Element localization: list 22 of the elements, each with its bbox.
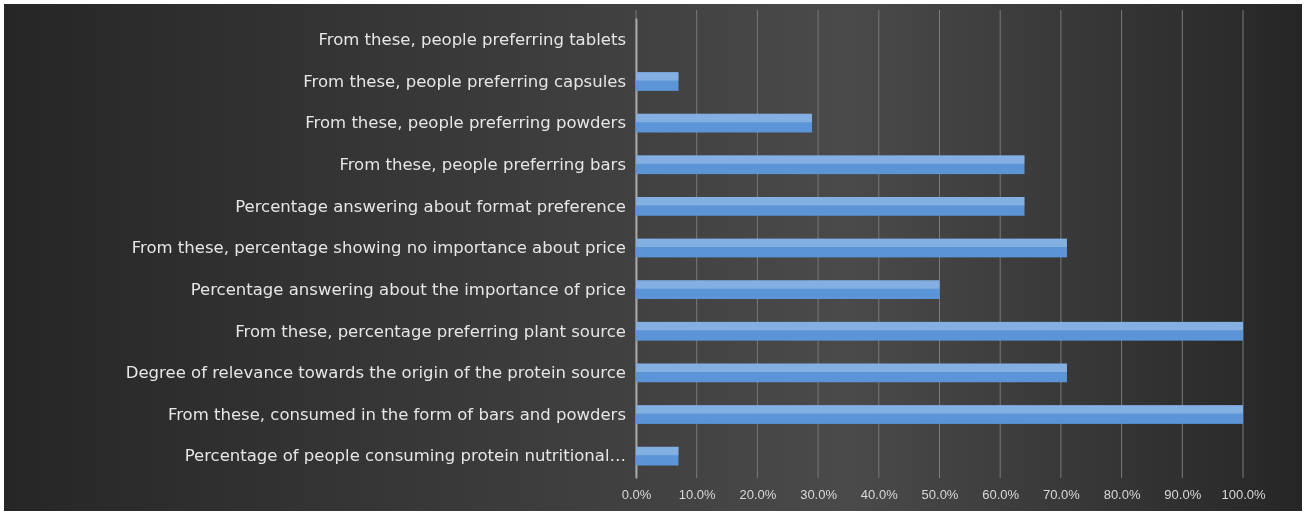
y-tick-label: From these, percentage preferring plant source (235, 321, 626, 341)
y-tick-label: Percentage of people consuming protein nutritional… (184, 446, 626, 466)
x-tick-label: 30.0% (800, 487, 838, 503)
x-tick-label: 60.0% (982, 487, 1020, 503)
x-tick-label: 0.0% (621, 487, 652, 503)
y-tick-label: From these, people preferring bars (339, 155, 626, 175)
y-tick-label: From these, people preferring powders (305, 113, 626, 133)
y-tick-label: From these, consumed in the form of bars and powders (167, 404, 626, 424)
x-tick-label: 50.0% (921, 487, 959, 503)
x-tick-label: 80.0% (1103, 487, 1141, 503)
y-tick-label: From these, people preferring tablets (318, 30, 626, 50)
y-tick-label: Percentage answering about the importance of price (190, 279, 626, 299)
y-tick-label: From these, percentage showing no importance about price (131, 238, 626, 258)
x-tick-label: 40.0% (860, 487, 899, 503)
y-tick-label: Degree of relevance towards the origin of the protein source (125, 363, 626, 383)
x-tick-label: 10.0% (678, 487, 717, 503)
y-tick-label: From these, people preferring capsules (303, 71, 626, 91)
x-tick-label: 100.0% (1221, 487, 1266, 503)
y-tick-label: Percentage answering about format preference (235, 196, 626, 216)
x-tick-label: 20.0% (739, 487, 777, 503)
x-tick-label: 90.0% (1164, 487, 1202, 503)
x-tick-label: 70.0% (1042, 487, 1081, 503)
